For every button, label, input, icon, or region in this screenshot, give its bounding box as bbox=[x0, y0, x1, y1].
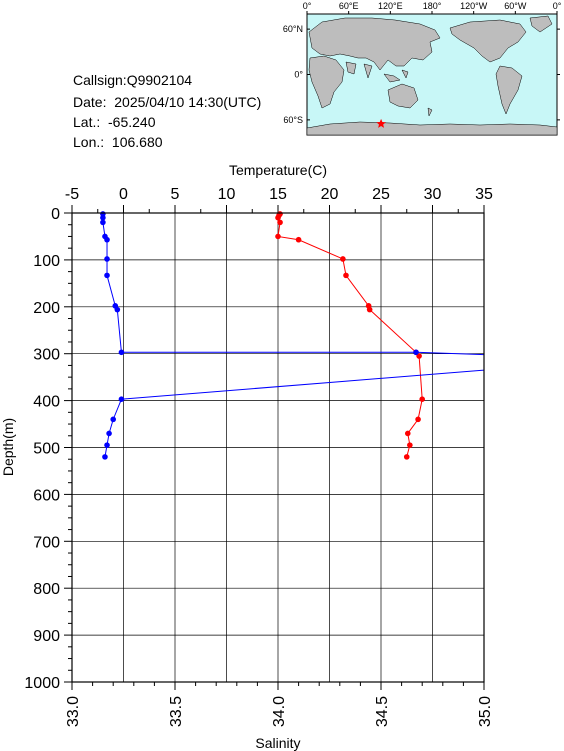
salinity-data-point bbox=[104, 442, 110, 448]
map-latitude-label: 60°N bbox=[283, 24, 303, 34]
land-australia bbox=[387, 83, 419, 109]
depth-tick-label: 100 bbox=[33, 253, 60, 270]
temperature-tick-label: 35 bbox=[475, 186, 493, 203]
map-longitude-label: 60°E bbox=[339, 1, 359, 11]
land-north-america bbox=[449, 19, 527, 63]
map-longitude-labels: 0° 60°E 120°E 180° 120°W 60°W 0° bbox=[303, 1, 562, 14]
land-eurasia bbox=[308, 17, 441, 71]
land-greenland bbox=[529, 15, 553, 33]
temperature-axis-title: Temperature(C) bbox=[229, 162, 327, 178]
salinity-tick-label: 33.0 bbox=[65, 696, 82, 727]
salinity-data-point bbox=[104, 272, 110, 279]
map-longitude-label: 120°E bbox=[378, 1, 403, 11]
depth-tick-label: 0 bbox=[51, 206, 60, 223]
star-icon bbox=[376, 118, 386, 128]
callsign-text: Callsign:Q9902104 bbox=[73, 72, 193, 88]
salinity-data-point bbox=[118, 396, 125, 402]
salinity-data-point bbox=[114, 306, 121, 313]
land-newzealand bbox=[427, 107, 433, 117]
temperature-data-point bbox=[416, 353, 422, 359]
temperature-data-point bbox=[343, 272, 349, 279]
map-latitude-label: 0° bbox=[294, 70, 303, 80]
salinity-data-point bbox=[102, 454, 108, 460]
temperature-data-point bbox=[415, 416, 421, 423]
salinity-axis-title: Salinity bbox=[255, 735, 300, 751]
map-latitude-label: 60°S bbox=[283, 115, 303, 125]
map-land bbox=[306, 15, 558, 136]
temperature-data-point bbox=[366, 306, 373, 313]
depth-tick-label: 800 bbox=[33, 581, 60, 598]
temperature-tick-label: 5 bbox=[171, 186, 180, 203]
land-arabia-india bbox=[345, 61, 373, 79]
temperature-data-point bbox=[403, 454, 410, 460]
temperature-data-point bbox=[275, 214, 281, 221]
depth-tick-label: 200 bbox=[33, 300, 60, 317]
temperature-data-point bbox=[407, 442, 413, 448]
temperature-tick-label: 15 bbox=[269, 186, 287, 203]
depth-tick-label: 500 bbox=[33, 441, 60, 458]
depth-tick-label: 900 bbox=[33, 628, 60, 645]
map-longitude-label: 60°W bbox=[504, 1, 527, 11]
profile-chart: -5 0 5 10 15 20 25 30 35 0 100 200 300 400 500 600 700 80… bbox=[0, 162, 494, 751]
salinity-data-point bbox=[110, 416, 116, 423]
map-longitude-label: 0° bbox=[553, 1, 562, 11]
depth-tick-label: 1000 bbox=[24, 675, 60, 692]
chart-axes: -5 0 5 10 15 20 25 30 35 0 100 200 300 400 500 600 700 80… bbox=[24, 186, 494, 727]
depth-tick-label: 600 bbox=[33, 487, 60, 504]
temperature-data-point bbox=[404, 430, 411, 437]
temperature-tick-label: 30 bbox=[424, 186, 442, 203]
temperature-tick-label: 20 bbox=[321, 186, 339, 203]
temperature-data-point bbox=[295, 236, 302, 243]
temperature-data-point bbox=[340, 256, 346, 262]
date-text: Date: 2025/04/10 14:30(UTC) bbox=[73, 94, 262, 110]
depth-tick-label: 300 bbox=[33, 347, 60, 364]
salinity-tick-label: 34.0 bbox=[271, 696, 288, 727]
salinity-data-point bbox=[104, 236, 110, 243]
temperature-data-point bbox=[277, 219, 283, 226]
temperature-data-point bbox=[419, 396, 426, 402]
temperature-tick-label: 10 bbox=[218, 186, 236, 203]
depth-tick-label: 700 bbox=[33, 534, 60, 551]
land-indonesia bbox=[383, 69, 409, 83]
temperature-tick-label: 0 bbox=[119, 186, 128, 203]
temperature-tick-label: -5 bbox=[65, 186, 79, 203]
plot-frame bbox=[71, 212, 485, 683]
salinity-tick-label: 35.0 bbox=[477, 696, 494, 727]
map-longitude-label: 0° bbox=[303, 1, 312, 11]
map-longitude-label: 120°W bbox=[460, 1, 488, 11]
salinity-data-point bbox=[100, 214, 106, 221]
map-longitude-label: 180° bbox=[423, 1, 442, 11]
land-africa bbox=[308, 55, 345, 109]
map-latitude-labels: 60°N 0° 60°S bbox=[283, 24, 560, 125]
depth-axis-title: Depth(m) bbox=[0, 418, 16, 476]
temperature-tick-label: 25 bbox=[372, 186, 390, 203]
salinity-tick-label: 34.5 bbox=[374, 696, 391, 727]
salinity-data-point bbox=[104, 256, 110, 262]
salinity-data-point bbox=[106, 430, 112, 437]
depth-tick-label: 400 bbox=[33, 394, 60, 411]
land-antarctica bbox=[306, 121, 558, 136]
salinity-data-point bbox=[100, 219, 106, 226]
salinity-tick-label: 33.5 bbox=[168, 696, 185, 727]
salinity-data-point bbox=[118, 349, 125, 356]
temperature-data-point bbox=[275, 233, 281, 240]
world-map: 0° 60°E 120°E 180° 120°W 60°W 0° 60°N 0° 60°S bbox=[283, 1, 562, 136]
latitude-text: Lat.: -65.240 bbox=[73, 114, 156, 130]
longitude-text: Lon.: 106.680 bbox=[73, 134, 163, 150]
land-south-america bbox=[495, 65, 523, 115]
salinity-data-point bbox=[413, 349, 419, 356]
